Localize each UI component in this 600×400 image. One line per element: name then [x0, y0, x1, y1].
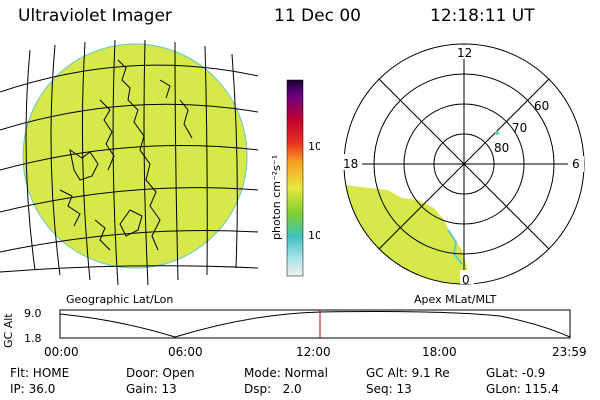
- orbit-xtick-1800: 18:00: [422, 345, 457, 359]
- mlt-label-0: 0: [462, 273, 470, 287]
- orbit-ytick-high: 9.0: [24, 307, 42, 320]
- colorbar-gradient: [286, 79, 304, 277]
- orbit-xtick-1200: 12:00: [296, 345, 331, 359]
- instrument-title: Ultraviolet Imager: [18, 6, 172, 26]
- colorbar-unit-label: photon cm⁻²s⁻¹: [270, 155, 283, 240]
- mlat-label-80: 80: [494, 141, 509, 155]
- colorbar-tick-10: 10: [308, 229, 320, 242]
- time-label: 12:18:11 UT: [430, 6, 535, 26]
- title-bar: Ultraviolet Imager 11 Dec 00 12:18:11 UT: [0, 6, 600, 30]
- orbit-plot-frame: [59, 309, 571, 339]
- footer-ip: IP: 36.0: [10, 382, 56, 396]
- footer-seq: Seq: 13: [366, 382, 412, 396]
- globe-caption: Geographic Lat/Lon: [66, 293, 174, 306]
- footer-glon: GLon: 115.4: [486, 382, 559, 396]
- footer-dsp: Dsp: 2.0: [244, 382, 302, 396]
- orbit-ytick-low: 1.8: [24, 332, 42, 345]
- footer-glat: GLat: -0.9: [486, 366, 546, 380]
- orbit-altitude-curve: [59, 311, 571, 338]
- orbit-xtick-0000: 00:00: [44, 345, 79, 359]
- colorbar: photon cm⁻²s⁻¹ 100 10: [270, 79, 320, 277]
- footer-gain: Gain: 13: [126, 382, 177, 396]
- globe-disk: [22, 43, 248, 269]
- polar-grid: [343, 43, 585, 285]
- mlt-label-12: 12: [457, 46, 472, 60]
- orbit-xtick-2359: 23:59: [552, 345, 587, 359]
- status-footer: Flt: HOME Door: Open Mode: Normal GC Alt…: [0, 360, 600, 400]
- footer-gc-alt: GC Alt: 9.1 Re: [366, 366, 450, 380]
- footer-door: Door: Open: [126, 366, 195, 380]
- orbit-xtick-0600: 06:00: [168, 345, 203, 359]
- mlat-label-60: 60: [534, 99, 549, 113]
- polar-caption: Apex MLat/MLT: [414, 293, 497, 306]
- colorbar-tick-100: 100: [308, 140, 320, 153]
- globe-map: [0, 40, 259, 286]
- mlt-label-18: 18: [343, 157, 358, 171]
- polar-plot: 12 18 6 0 60 70 80: [340, 43, 585, 287]
- globe-coastlines: [59, 59, 193, 251]
- orbit-ylabel: GC Alt: [2, 313, 15, 348]
- polar-auroral-emission: [344, 185, 472, 284]
- mlat-label-70: 70: [512, 121, 527, 135]
- date-label: 11 Dec 00: [274, 6, 361, 26]
- globe-grid: [0, 40, 259, 286]
- polar-emission-spot: [495, 131, 499, 135]
- orbit-plot: GC Alt 9.0 1.8 00:00 06:00 12:00 18:00 2…: [2, 307, 587, 359]
- footer-flt: Flt: HOME: [10, 366, 70, 380]
- mlt-label-6: 6: [572, 157, 580, 171]
- footer-mode: Mode: Normal: [244, 366, 328, 380]
